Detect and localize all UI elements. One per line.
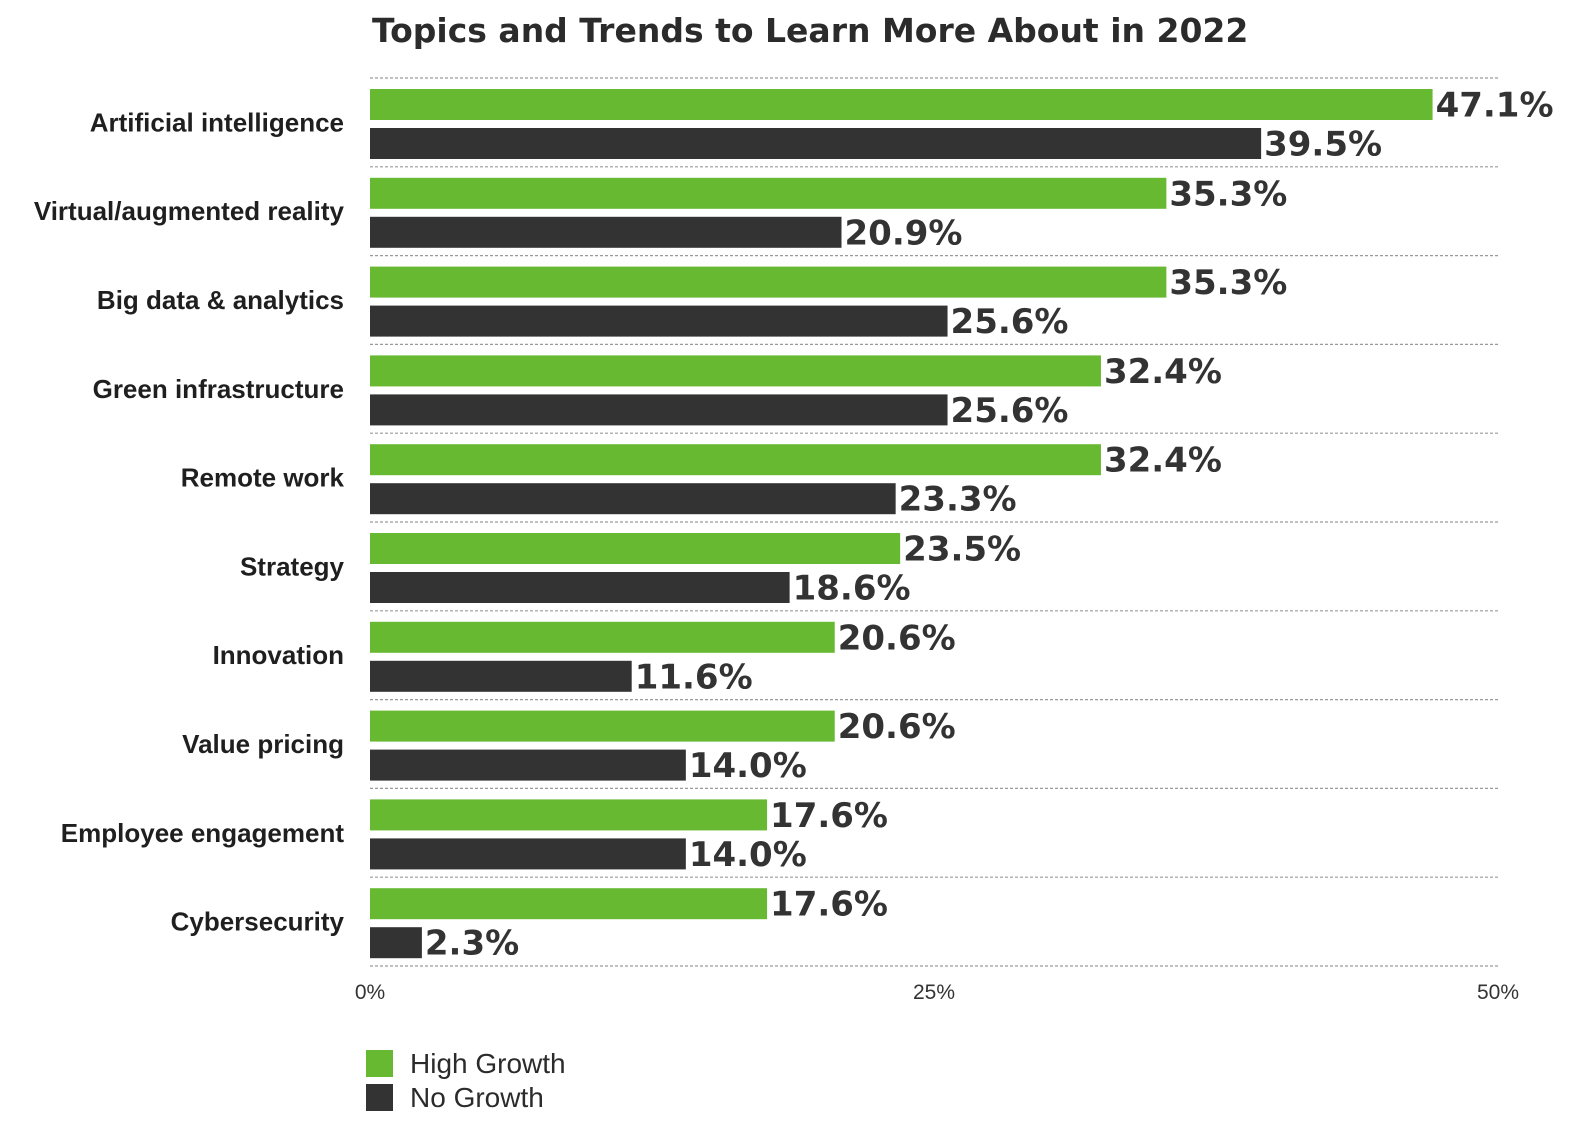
value-label-no-growth-employee-engagement: 14.0% (689, 835, 807, 875)
bar-no-growth-innovation (370, 660, 632, 692)
value-label-no-growth-remote-work: 23.3% (899, 480, 1017, 520)
value-label-no-growth-value-pricing: 14.0% (689, 746, 807, 786)
value-label-high-growth-green-infrastructure: 32.4% (1104, 352, 1222, 392)
category-label-green-infrastructure: Green infrastructure (93, 374, 344, 404)
bar-high-growth-remote-work (370, 444, 1101, 476)
value-label-no-growth-virtual-augmented-reality: 20.9% (845, 213, 963, 253)
value-label-no-growth-big-data-analytics: 25.6% (951, 302, 1069, 342)
category-label-innovation: Innovation (213, 640, 344, 670)
bar-high-growth-artificial-intelligence (370, 89, 1433, 120)
value-label-high-growth-employee-engagement: 17.6% (770, 796, 888, 836)
value-label-high-growth-cybersecurity: 17.6% (770, 885, 888, 925)
category-labels: Artificial intelligence Virtual/augmented… (34, 107, 345, 936)
value-labels: 47.1% 39.5% 35.3% 20.9% 35.3% 25.6% 32.4% 25.6%… (425, 86, 1554, 964)
category-label-big-data-analytics: Big data & analytics (97, 285, 344, 315)
category-label-virtual-augmented-reality: Virtual/augmented reality (34, 196, 345, 226)
bar-no-growth-strategy (370, 572, 790, 603)
bars (370, 89, 1433, 959)
value-label-high-growth-remote-work: 32.4% (1104, 441, 1222, 481)
category-label-remote-work: Remote work (181, 463, 345, 493)
value-label-high-growth-value-pricing: 20.6% (838, 707, 956, 747)
x-tick-label: 50% (1477, 981, 1519, 1004)
bar-high-growth-value-pricing (370, 710, 835, 742)
value-label-no-growth-innovation: 11.6% (635, 657, 753, 697)
value-label-no-growth-cybersecurity: 2.3% (425, 924, 519, 964)
value-label-no-growth-green-infrastructure: 25.6% (951, 391, 1069, 431)
bar-no-growth-artificial-intelligence (370, 128, 1262, 159)
category-label-cybersecurity: Cybersecurity (171, 907, 345, 937)
bar-high-growth-employee-engagement (370, 799, 768, 831)
x-axis: 0% 25% 50% (355, 981, 1519, 1004)
x-tick-label: 25% (913, 981, 955, 1004)
value-label-high-growth-artificial-intelligence: 47.1% (1436, 86, 1554, 126)
legend-swatch-high-growth (366, 1050, 393, 1077)
value-label-no-growth-strategy: 18.6% (793, 569, 911, 609)
bar-no-growth-value-pricing (370, 749, 686, 781)
value-label-no-growth-artificial-intelligence: 39.5% (1264, 125, 1382, 165)
value-label-high-growth-big-data-analytics: 35.3% (1169, 263, 1287, 303)
chart-title: Topics and Trends to Learn More About in… (372, 11, 1248, 50)
x-tick-label: 0% (355, 981, 385, 1004)
bar-high-growth-strategy (370, 533, 901, 564)
bar-high-growth-innovation (370, 621, 835, 653)
grid-lines (370, 77, 1498, 967)
value-label-high-growth-virtual-augmented-reality: 35.3% (1169, 174, 1287, 214)
value-label-high-growth-strategy: 23.5% (903, 530, 1021, 570)
bar-no-growth-big-data-analytics (370, 305, 948, 337)
bar-high-growth-green-infrastructure (370, 355, 1101, 387)
category-label-employee-engagement: Employee engagement (61, 818, 345, 848)
bar-no-growth-employee-engagement (370, 838, 686, 870)
bar-no-growth-remote-work (370, 483, 896, 515)
legend-swatch-no-growth (366, 1084, 393, 1111)
bar-high-growth-big-data-analytics (370, 266, 1167, 298)
category-label-artificial-intelligence: Artificial intelligence (90, 107, 344, 137)
legend-label-high-growth: High Growth (410, 1048, 566, 1079)
bar-high-growth-virtual-augmented-reality (370, 177, 1167, 209)
bar-no-growth-green-infrastructure (370, 394, 948, 426)
legend-label-no-growth: No Growth (410, 1082, 544, 1113)
category-label-value-pricing: Value pricing (182, 729, 344, 759)
bar-no-growth-cybersecurity (370, 927, 422, 959)
value-label-high-growth-innovation: 20.6% (838, 618, 956, 658)
category-label-strategy: Strategy (240, 551, 345, 581)
bar-high-growth-cybersecurity (370, 888, 768, 920)
bar-no-growth-virtual-augmented-reality (370, 216, 842, 248)
